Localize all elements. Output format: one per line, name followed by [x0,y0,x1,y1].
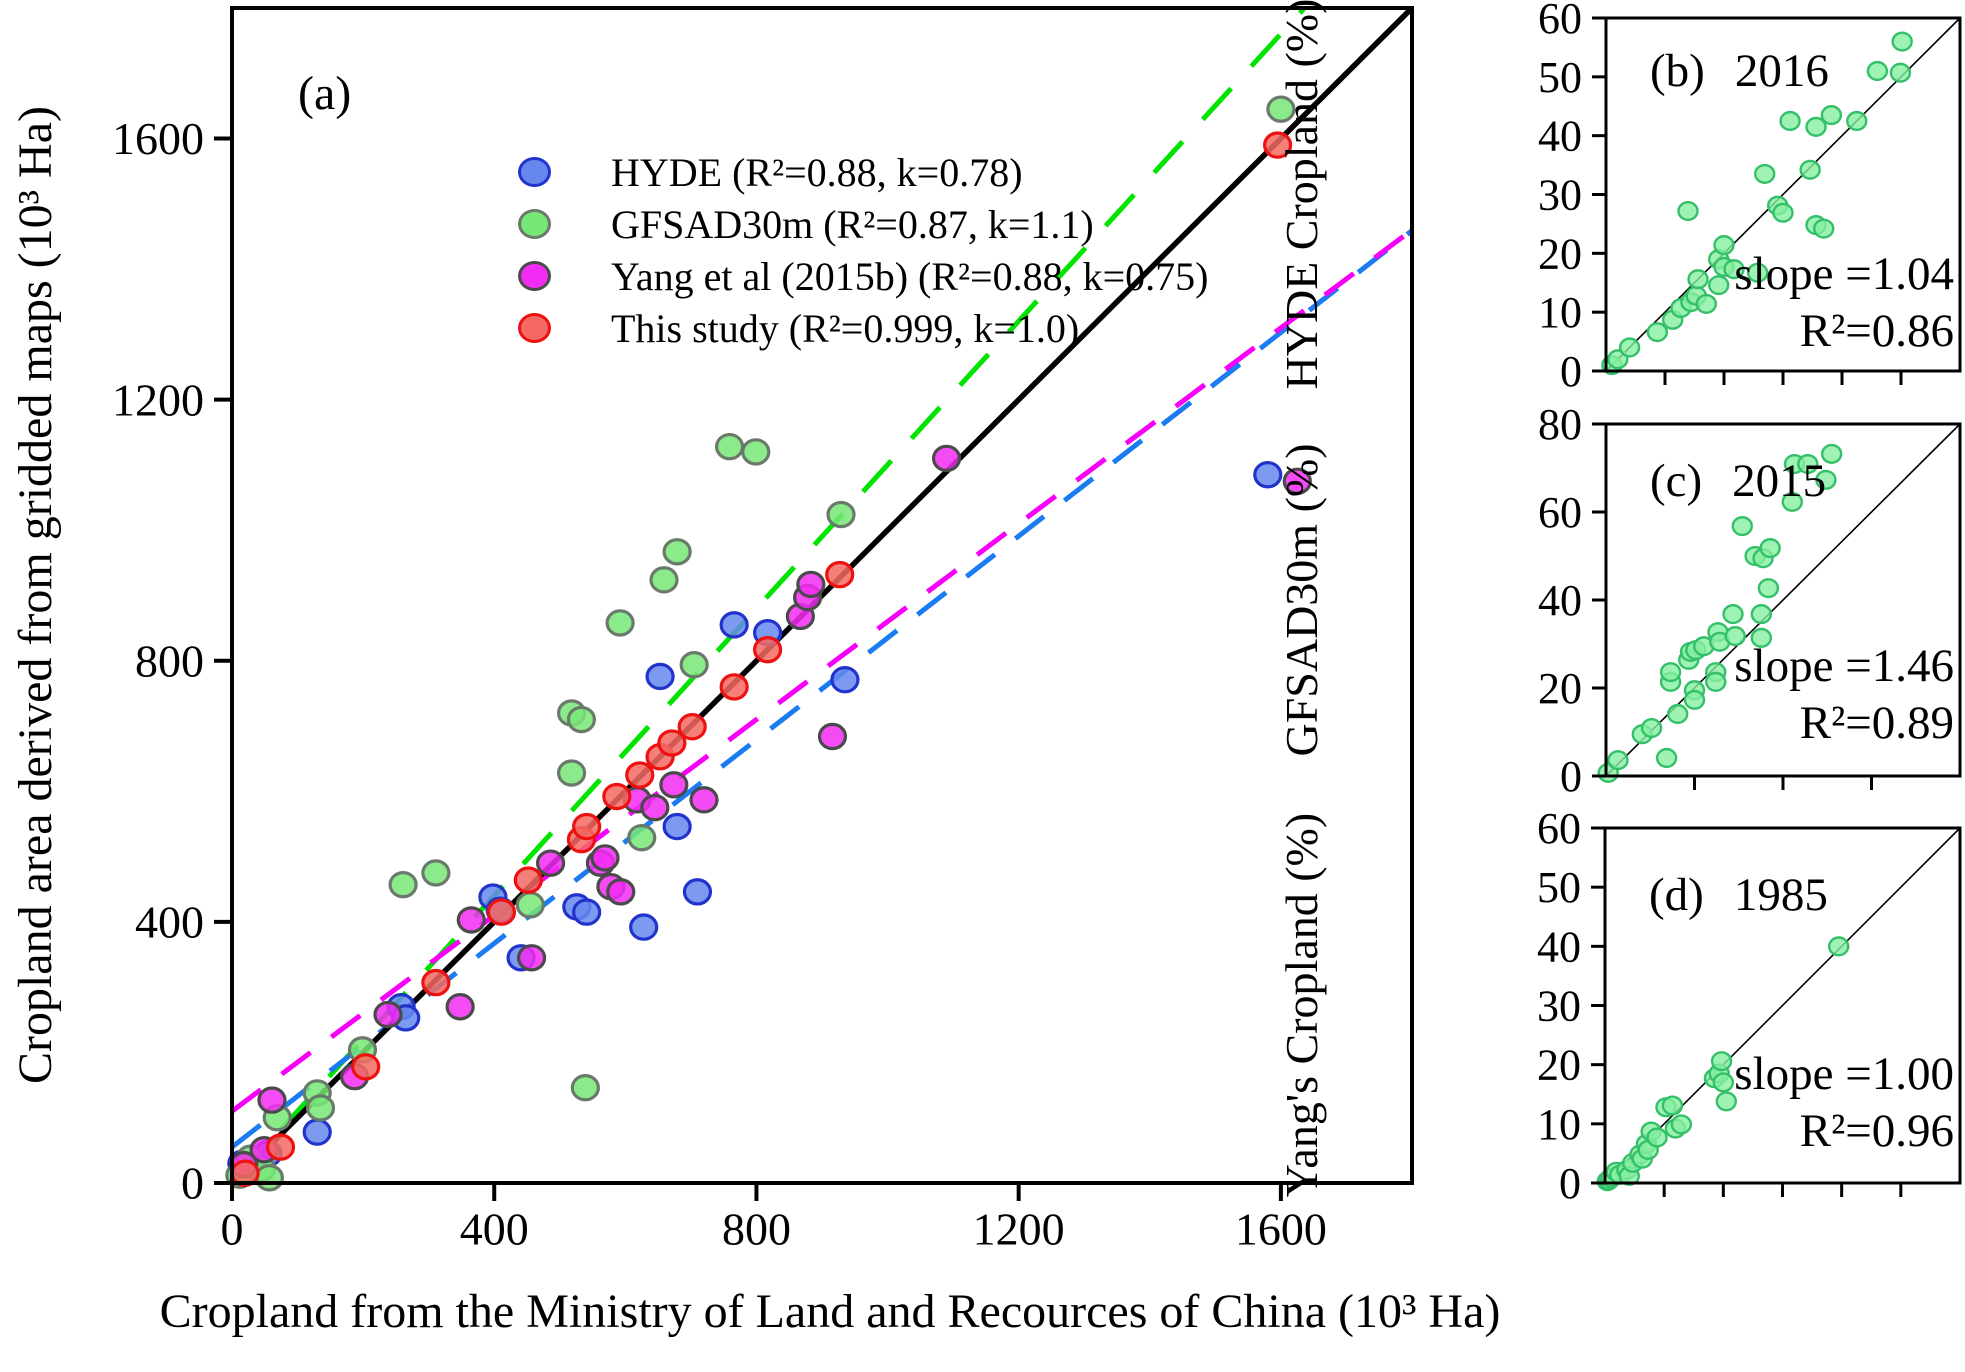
svg-text:400: 400 [135,897,204,948]
hyde-marker-icon [518,157,551,187]
legend-label: Yang et al (2015b) (R²=0.88, k=0.75) [611,253,1209,299]
svg-text:20: 20 [1537,1041,1581,1090]
panel-c-label: (c) [1650,455,1703,507]
svg-text:0: 0 [221,1204,244,1255]
panel-c-stats: slope =1.46 R²=0.89 [1734,638,1954,752]
panel-b-y-axis-title: HYDE Cropland (%) [1276,0,1327,390]
panel-d: 0 10 20 30 40 50 60 (d) 1985 slope =1.00 R²=0.9… [1537,804,1962,1208]
svg-text:40: 40 [1538,576,1582,625]
panel-d-tag: (d) 1985 [1649,868,1828,922]
slope-text: slope =1.04 [1734,248,1954,300]
panel-b-stats: slope =1.04 R²=0.86 [1734,246,1954,360]
svg-text:1200: 1200 [973,1204,1065,1255]
legend-item-yang: Yang et al (2015b) (R²=0.88, k=0.75) [518,250,1208,302]
svg-text:20: 20 [1538,229,1582,278]
legend-item-hyde: HYDE (R²=0.88, k=0.78) [518,146,1208,198]
svg-text:1200: 1200 [112,374,204,425]
yang-scatter-plot: 0 10 20 30 40 50 60 [1537,804,1962,1208]
this-study-marker-icon [518,313,551,343]
svg-text:50: 50 [1537,863,1581,912]
main-y-axis-title: Cropland area derived from gridded maps … [9,105,62,1085]
gfsad30m-scatter-plot: 0 20 40 60 80 [1538,400,1962,801]
slope-text: slope =1.46 [1734,640,1954,692]
svg-text:1600: 1600 [112,113,204,164]
main-scatter-plot: 0 400 800 1200 1600 0 400 800 1200 1600 [112,6,1414,1255]
panel-d-stats: slope =1.00 R²=0.96 [1734,1046,1954,1160]
panel-d-y-axis-title: Yang's Cropland (%) [1276,812,1327,1198]
svg-text:0: 0 [1560,347,1582,396]
r2-text: R²=0.89 [1799,697,1954,749]
panel-c: 0 20 40 60 80 (c) 2015 slope =1.46 R²=0.89 [1538,400,1962,801]
hyde-scatter-plot: 0 10 20 30 40 50 60 [1538,0,1962,396]
slope-text: slope =1.00 [1734,1048,1954,1100]
svg-text:30: 30 [1538,170,1582,219]
panel-b-year: 2016 [1734,45,1829,97]
svg-text:400: 400 [460,1204,529,1255]
svg-text:60: 60 [1537,804,1581,853]
legend-item-gfsad30m: GFSAD30m (R²=0.87, k=1.1) [518,198,1208,250]
svg-text:60: 60 [1538,0,1582,43]
svg-text:10: 10 [1537,1100,1581,1149]
panel-d-label: (d) [1649,869,1704,921]
legend: HYDE (R²=0.88, k=0.78) GFSAD30m (R²=0.87… [518,146,1208,354]
panel-b: 0 10 20 30 40 50 60 (b) 2016 slope =1.04 R²=0.8… [1538,0,1962,396]
svg-text:0: 0 [1560,752,1582,801]
panel-c-y-axis-title: GFSAD30m (%) [1276,443,1327,757]
main-x-axis-title: Cropland from the Ministry of Land and R… [159,1285,1501,1338]
svg-text:40: 40 [1538,112,1582,161]
r2-text: R²=0.86 [1799,305,1954,357]
svg-text:800: 800 [135,635,204,686]
svg-text:1600: 1600 [1235,1204,1327,1255]
legend-item-this-study: This study (R²=0.999, k=1.0) [518,302,1208,354]
gfsad30m-marker-icon [518,209,551,239]
r2-text: R²=0.96 [1799,1105,1954,1157]
svg-text:50: 50 [1538,53,1582,102]
panel-c-year: 2015 [1732,455,1827,507]
panel-d-year: 1985 [1733,869,1828,921]
panel-b-label: (b) [1650,45,1705,97]
svg-text:40: 40 [1537,922,1581,971]
main-panel: 0 400 800 1200 1600 0 400 800 1200 1600 (a) HYDE … [112,6,1414,1255]
svg-text:20: 20 [1538,664,1582,713]
svg-text:0: 0 [1559,1159,1581,1208]
svg-text:30: 30 [1537,981,1581,1030]
svg-text:60: 60 [1538,488,1582,537]
svg-text:800: 800 [722,1204,791,1255]
yang-marker-icon [518,261,551,291]
panel-a-label: (a) [298,67,352,120]
svg-text:0: 0 [181,1158,204,1209]
svg-text:80: 80 [1538,400,1582,449]
legend-label: GFSAD30m (R²=0.87, k=1.1) [611,201,1094,247]
panel-c-tag: (c) 2015 [1650,454,1826,508]
svg-text:10: 10 [1538,288,1582,337]
legend-label: HYDE (R²=0.88, k=0.78) [611,149,1023,195]
legend-label: This study (R²=0.999, k=1.0) [611,305,1080,351]
panel-b-tag: (b) 2016 [1650,44,1829,98]
